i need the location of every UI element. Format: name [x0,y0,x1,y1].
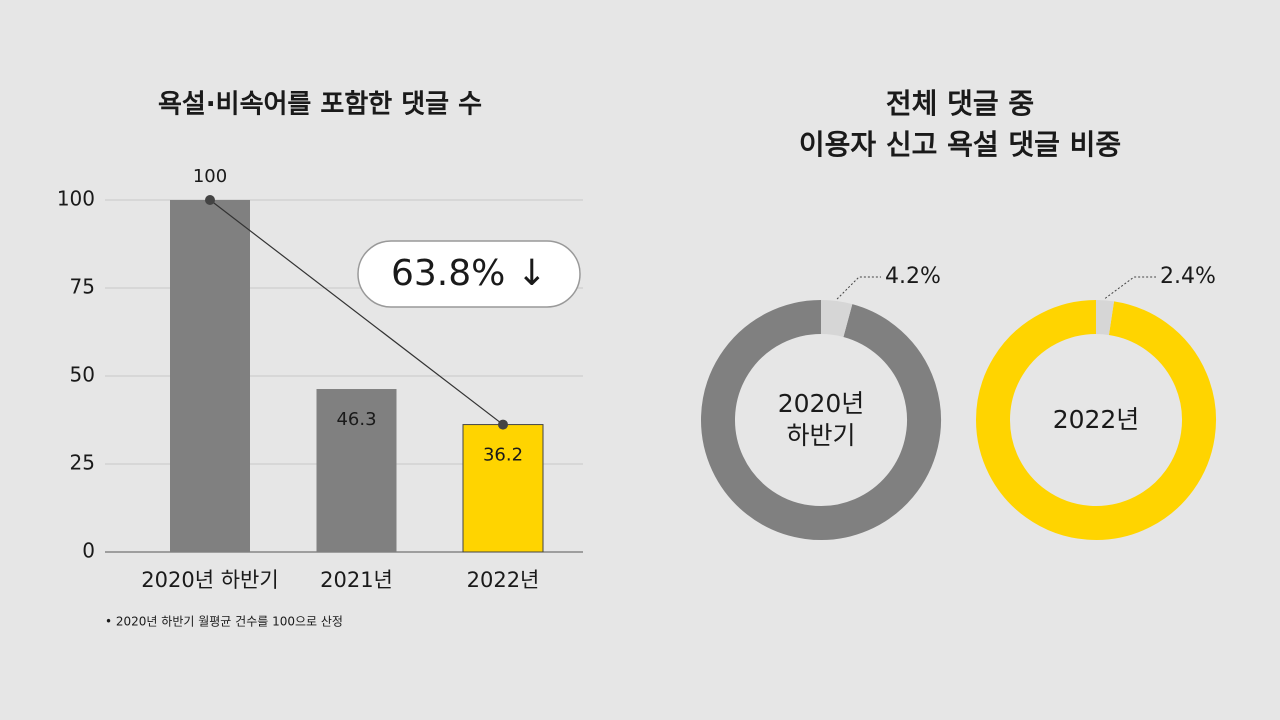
annotation: 63.8% ↓ [391,253,547,294]
x-tick-label: 2020년 하반기 [141,568,278,592]
y-tick-label: 25 [70,451,95,475]
donut-center-label: 2022년 [1052,405,1140,434]
data-label: 100 [193,166,227,187]
trend-point [498,419,508,430]
trend-point [205,195,215,205]
donut-center-label: 2020년 하반기 [777,389,865,450]
donut-title-line: 전체 댓글 중 [886,87,1034,120]
donut-slice [1095,300,1115,336]
donut-title-line: 이용자 신고 욕설 댓글 비중 [799,128,1121,161]
donut-slice [820,300,853,338]
x-tick-label: 2021년 [320,568,393,592]
footnote: • 2020년 하반기 월평균 건수를 100으로 산정 [105,615,343,629]
y-tick-label: 50 [70,363,95,387]
bar-chart-title: 욕설·비속어를 포함한 댓글 수 [158,90,482,120]
bar [462,424,544,553]
annotation-box [357,240,581,308]
y-tick-label: 0 [82,539,95,563]
donut-remainder [701,300,941,540]
y-tick-label: 75 [70,275,95,299]
data-label: 46.3 [336,409,376,430]
donut-remainder [976,300,1216,540]
bar [170,200,250,552]
slice-label: 4.2% [885,264,941,289]
leader-line [836,276,881,300]
bar [316,389,397,552]
y-tick-label: 100 [57,187,95,211]
x-tick-label: 2022년 [467,568,540,592]
slice-label: 2.4% [1160,264,1216,289]
trend-line [209,199,504,426]
leader-line [1104,276,1156,299]
data-label: 36.2 [483,445,523,466]
